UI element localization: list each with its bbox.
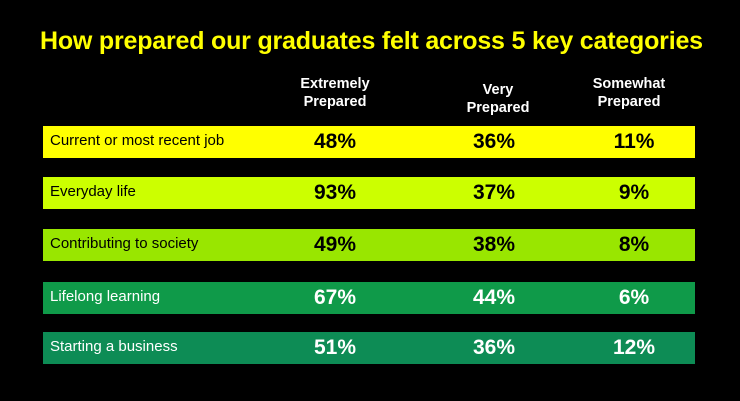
value-very-prepared: 38% [472, 233, 516, 256]
row-label: Starting a business [50, 338, 178, 355]
value-somewhat-prepared: 9% [618, 181, 650, 204]
column-header-line: Extremely [300, 76, 370, 92]
column-header-line: Prepared [597, 94, 661, 110]
table-row: Lifelong learning 67% 44% 6% [43, 282, 695, 314]
value-very-prepared: 44% [472, 286, 516, 309]
value-somewhat-prepared: 6% [618, 286, 650, 309]
row-label: Current or most recent job [50, 132, 225, 149]
chart-title: How prepared our graduates felt across 5… [40, 27, 703, 55]
value-extremely-prepared: 67% [313, 286, 357, 309]
value-extremely-prepared: 93% [313, 181, 357, 204]
value-somewhat-prepared: 11% [613, 130, 655, 153]
column-header-line: Prepared [303, 94, 367, 110]
table-row: Contributing to society 49% 38% 8% [43, 229, 695, 261]
row-label: Everyday life [50, 183, 136, 200]
value-very-prepared: 36% [472, 130, 516, 153]
column-header-somewhat-prepared: Somewhat Prepared [564, 75, 694, 111]
table-row: Current or most recent job 48% 36% 11% [43, 126, 695, 158]
value-very-prepared: 37% [472, 181, 516, 204]
value-extremely-prepared: 48% [313, 130, 357, 153]
value-extremely-prepared: 49% [313, 233, 357, 256]
value-very-prepared: 36% [472, 336, 516, 359]
column-header-extremely-prepared: Extremely Prepared [270, 75, 400, 111]
column-header-line: Prepared [466, 100, 530, 116]
value-extremely-prepared: 51% [313, 336, 357, 359]
row-label: Contributing to society [50, 235, 199, 252]
column-header-line: Somewhat [592, 76, 666, 92]
column-header-line: Very [482, 82, 514, 98]
value-somewhat-prepared: 8% [618, 233, 650, 256]
table-row: Starting a business 51% 36% 12% [43, 332, 695, 364]
value-somewhat-prepared: 12% [612, 336, 656, 359]
row-label: Lifelong learning [50, 288, 161, 305]
table-row: Everyday life 93% 37% 9% [43, 177, 695, 209]
column-header-very-prepared: Very Prepared [433, 81, 563, 117]
